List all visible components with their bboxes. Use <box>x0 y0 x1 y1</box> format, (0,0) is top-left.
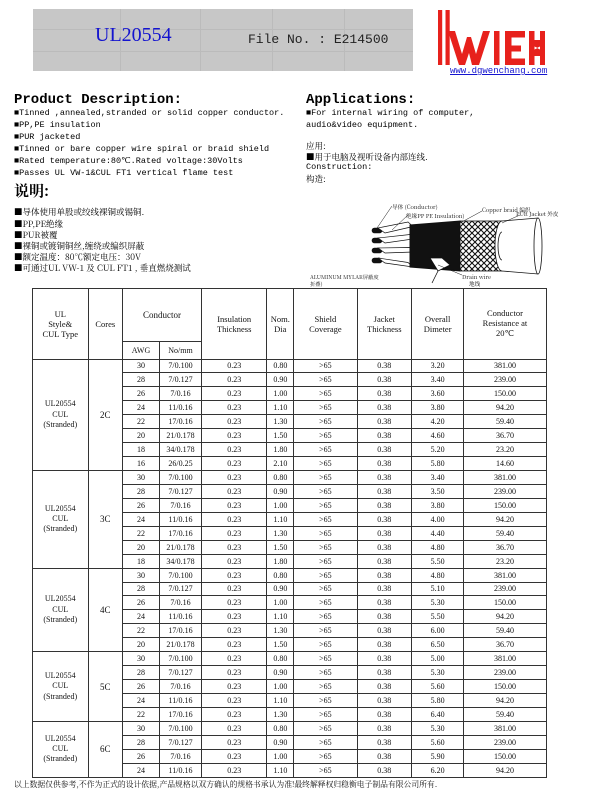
svg-text:折叠): 折叠) <box>310 280 323 288</box>
svg-text:绝缘PP PE Insulation): 绝缘PP PE Insulation) <box>406 212 464 220</box>
svg-text:地线: 地线 <box>469 280 481 288</box>
svg-text:导体 (Conductor): 导体 (Conductor) <box>392 203 438 211</box>
svg-text:PUR Jacket 外皮: PUR Jacket 外皮 <box>516 210 559 218</box>
